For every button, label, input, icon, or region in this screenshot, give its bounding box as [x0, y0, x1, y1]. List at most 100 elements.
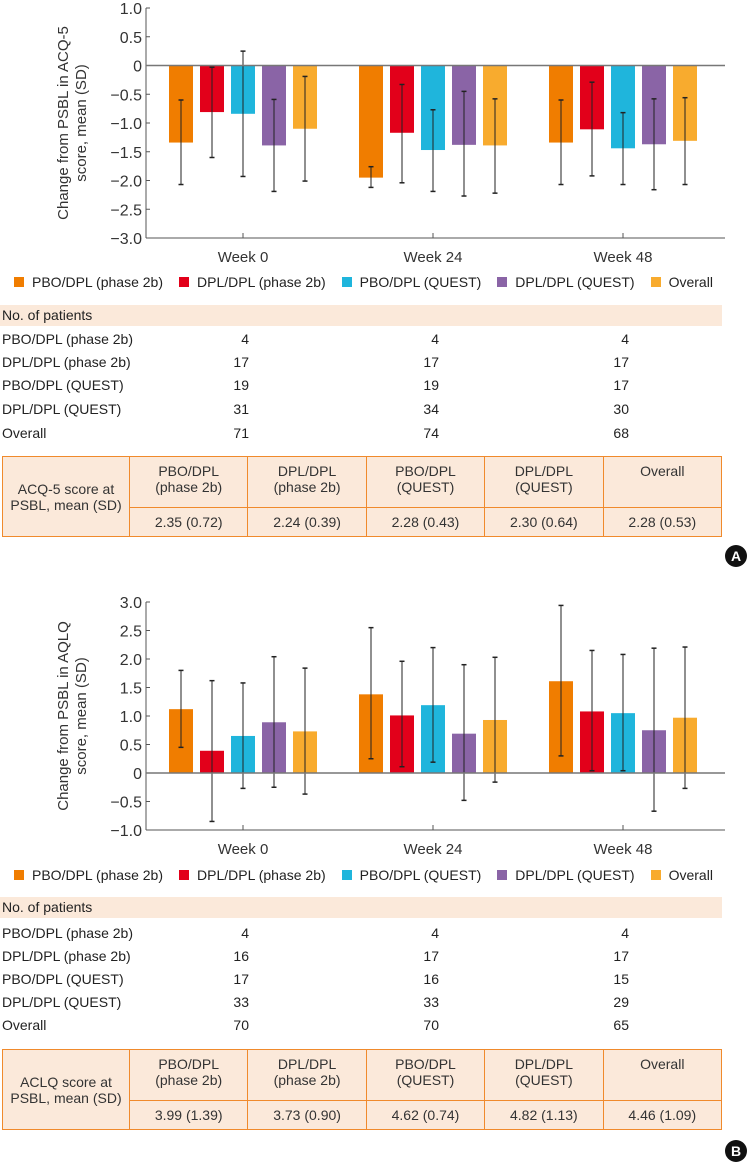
patient-count: 4: [621, 925, 629, 941]
patient-count: 19: [233, 377, 249, 393]
legend-label: PBO/DPL (QUEST): [359, 274, 482, 290]
y-tick-label: −1.0: [110, 116, 142, 133]
row-label: DPL/DPL (QUEST): [2, 401, 122, 417]
score-value: 3.99 (1.39): [128, 1100, 249, 1130]
legend-item: Overall: [650, 867, 713, 883]
x-tick-label: Week 0: [218, 841, 269, 858]
y-tick-label: −0.5: [110, 795, 142, 812]
row-label: DPL/DPL (phase 2b): [2, 948, 131, 964]
patient-count: 68: [613, 425, 629, 441]
legend-label: DPL/DPL (QUEST): [515, 867, 635, 883]
bar: [359, 65, 383, 178]
patient-count: 74: [423, 425, 439, 441]
score-value: 4.46 (1.09): [602, 1100, 723, 1130]
patient-count: 4: [241, 331, 249, 347]
y-tick-label: −2.5: [110, 202, 142, 219]
patient-count: 33: [233, 994, 249, 1010]
patients-row: PBO/DPL (QUEST) 19 19 17: [2, 377, 722, 397]
column-header: Overall: [602, 456, 723, 508]
legend-swatch: [14, 277, 24, 287]
score-value: 2.30 (0.64): [484, 507, 604, 537]
y-tick-label: −1.5: [110, 145, 142, 162]
patients-header: No. of patients: [0, 897, 722, 918]
y-axis-label-line: Change from PSBL in AQLQ: [55, 621, 72, 811]
patients-row: PBO/DPL (phase 2b) 4 4 4: [2, 331, 722, 351]
patient-count: 33: [423, 994, 439, 1010]
patients-row: DPL/DPL (phase 2b) 17 17 17: [2, 354, 722, 374]
legend-swatch: [179, 277, 189, 287]
y-axis-label: Change from PSBL in AQLQscore, mean (SD): [55, 621, 90, 811]
patients-row: DPL/DPL (QUEST) 33 33 29: [2, 994, 722, 1014]
column-header: Overall: [602, 1049, 723, 1101]
y-tick-label: 3.0: [120, 595, 142, 612]
legend-item: DPL/DPL (phase 2b): [179, 867, 326, 883]
patient-count: 4: [241, 925, 249, 941]
patients-row: DPL/DPL (phase 2b) 16 17 17: [2, 948, 722, 968]
y-axis-label-line: score, mean (SD): [73, 657, 90, 775]
patient-count: 15: [613, 971, 629, 987]
patients-row: Overall 70 70 65: [2, 1017, 722, 1037]
legend-item: DPL/DPL (phase 2b): [179, 274, 326, 290]
legend-item: PBO/DPL (phase 2b): [14, 274, 163, 290]
column-header: DPL/DPL (QUEST): [484, 456, 604, 508]
y-tick-label: −2.0: [110, 174, 142, 191]
score-value: 4.62 (0.74): [365, 1100, 486, 1130]
legend-swatch: [650, 870, 661, 880]
table-header-row: ACQ-5 score at PSBL, mean (SD) PBO/DPL (pha…: [2, 456, 723, 537]
row-label: PBO/DPL (QUEST): [2, 377, 124, 393]
patient-count: 17: [613, 948, 629, 964]
y-tick-label: 1.5: [120, 681, 142, 698]
table-header-row: ACLQ score at PSBL, mean (SD) PBO/DPL (phas…: [2, 1049, 723, 1130]
baseline-score-table: ACQ-5 score at PSBL, mean (SD) PBO/DPL (pha…: [2, 456, 723, 537]
legend-swatch: [497, 277, 508, 287]
legend-label: PBO/DPL (QUEST): [359, 867, 482, 883]
legend-item: PBO/DPL (QUEST): [341, 867, 482, 883]
score-label: ACLQ score at PSBL, mean (SD): [2, 1049, 130, 1130]
patient-count: 16: [423, 971, 439, 987]
score-value: 2.24 (0.39): [247, 507, 367, 537]
y-tick-label: 2.0: [120, 652, 142, 669]
column-header: DPL/DPL (QUEST): [484, 1049, 604, 1101]
patients-row: PBO/DPL (phase 2b) 4 4 4: [2, 925, 722, 945]
row-label: Overall: [2, 425, 47, 441]
patient-count: 19: [423, 377, 439, 393]
column-header: PBO/DPL (QUEST): [365, 1049, 486, 1101]
legend-label: DPL/DPL (QUEST): [515, 274, 635, 290]
chart-B: 3.0 2.5 2.0 1.5 1.0 0.5 0 −0.5 −1.0 Change from P…: [55, 595, 725, 858]
legend-label: PBO/DPL (phase 2b): [32, 274, 163, 290]
patient-count: 71: [233, 425, 249, 441]
y-tick-label: −0.5: [110, 87, 142, 104]
score-value: 2.28 (0.43): [365, 507, 486, 537]
legend-item: PBO/DPL (phase 2b): [14, 867, 163, 883]
legend: PBO/DPL (phase 2b) DPL/DPL (phase 2b) PBO/…: [14, 274, 729, 290]
patients-header: No. of patients: [0, 305, 722, 326]
y-tick-label: 1.0: [120, 709, 142, 726]
column-header: DPL/DPL (phase 2b): [247, 1049, 367, 1101]
column-header: PBO/DPL (phase 2b): [128, 1049, 249, 1101]
x-tick-label: Week 48: [594, 841, 653, 858]
patient-count: 4: [621, 331, 629, 347]
column-header: PBO/DPL (phase 2b): [128, 456, 249, 508]
patient-count: 17: [613, 354, 629, 370]
patient-count: 16: [233, 948, 249, 964]
legend: PBO/DPL (phase 2b) DPL/DPL (phase 2b) PBO/…: [14, 867, 729, 883]
score-value: 4.82 (1.13): [484, 1100, 604, 1130]
legend-item: Overall: [650, 274, 713, 290]
x-tick-label: Week 0: [218, 249, 269, 266]
score-value: 2.28 (0.53): [602, 507, 723, 537]
patient-count: 70: [423, 1017, 439, 1033]
legend-swatch: [14, 870, 24, 880]
patient-count: 70: [233, 1017, 249, 1033]
row-label: Overall: [2, 1017, 47, 1033]
patient-count: 17: [423, 354, 439, 370]
table-value-row: 3.99 (1.39) 3.73 (0.90) 4.62 (0.74) 4.82 (1…: [3, 1100, 723, 1130]
legend-swatch: [179, 870, 189, 880]
legend-label: Overall: [668, 274, 713, 290]
legend-item: PBO/DPL (QUEST): [341, 274, 482, 290]
patient-count: 4: [431, 925, 439, 941]
panel-badge: A: [725, 545, 747, 567]
y-axis-label: Change from PSBL in ACQ-5score, mean (SD…: [55, 26, 90, 220]
baseline-score-table: ACLQ score at PSBL, mean (SD) PBO/DPL (phas…: [2, 1049, 723, 1130]
patient-count: 17: [233, 971, 249, 987]
row-label: PBO/DPL (phase 2b): [2, 331, 133, 347]
